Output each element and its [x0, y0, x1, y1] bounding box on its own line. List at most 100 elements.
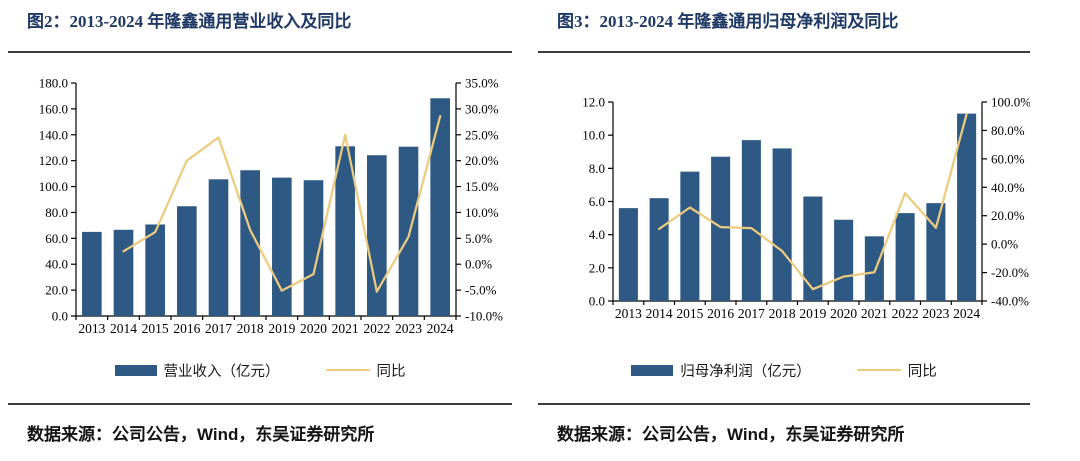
bar-2019 — [272, 177, 292, 316]
figure-3-title: 图3：2013-2024 年隆鑫通用归母净利润及同比 — [557, 12, 899, 31]
figure-2-bottom-divider — [8, 403, 512, 405]
bar-2022 — [895, 213, 915, 301]
bar-2023 — [926, 203, 946, 301]
bar-2013 — [82, 231, 102, 316]
figure-2-title: 图2：2013-2024 年隆鑫通用营业收入及同比 — [27, 12, 352, 31]
year-label: 2018 — [237, 321, 264, 336]
bar-2024 — [957, 113, 977, 301]
bar-2019 — [803, 196, 823, 301]
bar-2014 — [113, 229, 134, 316]
bars — [618, 113, 977, 301]
figure-2-chart-area: 0.0 20.0 40.0 60.0 80.0 100.0 120.0 140.0 160.0 1… — [8, 54, 512, 354]
figure-3-chart-area: 0.0 2.0 4.0 6.0 8.0 10.0 12.0 -40.0% -20.0% 0.0% 2… — [538, 54, 1030, 354]
year-label: 2013 — [78, 321, 105, 336]
right-axis-label: 15.0% — [465, 179, 499, 194]
left-axis-label: 10.0 — [582, 128, 605, 143]
left-axis-label: 4.0 — [589, 227, 605, 242]
right-axis-ticks: -40.0% -20.0% 0.0% 20.0% 40.0% 60.0% 80.0% 100.… — [982, 95, 1030, 309]
right-axis-ticks: -10.0% -5.0% 0.0% 5.0% 10.0% 15.0% 20.0% 25.0% 3… — [456, 76, 503, 324]
year-label: 2015 — [676, 306, 703, 321]
report-figures-row: 图2：2013-2024 年隆鑫通用营业收入及同比 0.0 20.0 40.0 60.… — [8, 0, 1030, 445]
figure-2-revenue-panel: 图2：2013-2024 年隆鑫通用营业收入及同比 0.0 20.0 40.0 60.… — [8, 0, 512, 445]
year-label: 2019 — [268, 321, 295, 336]
year-label: 2021 — [332, 321, 359, 336]
year-label: 2019 — [799, 306, 826, 321]
yoy-line-swatch — [325, 368, 370, 372]
bar-2013 — [618, 208, 638, 301]
bar-2016 — [711, 156, 731, 301]
revenue-bar-swatch — [114, 364, 157, 376]
year-label: 2023 — [922, 306, 949, 321]
right-axis-label: 0.0% — [991, 237, 1018, 252]
figure-2-legend: 营业收入（亿元） 同比 — [8, 358, 512, 382]
revenue-legend-label: 营业收入（亿元） — [163, 363, 280, 380]
year-label: 2017 — [205, 321, 232, 336]
year-label: 2018 — [769, 306, 796, 321]
right-axis-label: 0.0% — [465, 257, 492, 272]
bar-2020 — [834, 219, 854, 301]
right-axis-label: 40.0% — [991, 180, 1025, 195]
revenue-yoy-chart: 0.0 20.0 40.0 60.0 80.0 100.0 120.0 140.0 160.0 1… — [39, 76, 503, 337]
right-axis-label: -20.0% — [991, 265, 1029, 280]
left-axis-label: 12.0 — [582, 95, 605, 110]
bar-2014 — [649, 198, 669, 301]
right-axis-label: -10.0% — [465, 309, 503, 324]
year-label: 2014 — [110, 321, 137, 336]
year-label: 2021 — [861, 306, 888, 321]
bar-2018 — [772, 148, 792, 301]
yoy-legend-label: 同比 — [376, 363, 406, 380]
net-profit-bar-swatch — [631, 364, 674, 376]
yoy-line — [122, 114, 442, 293]
year-label: 2016 — [707, 306, 734, 321]
year-label: 2020 — [300, 321, 327, 336]
bar-2017 — [741, 140, 761, 301]
bars — [82, 98, 450, 316]
bar-2021 — [864, 236, 884, 301]
left-axis-label: 100.0 — [39, 179, 68, 194]
right-axis-label: 100.0% — [991, 95, 1030, 110]
right-axis-label: -5.0% — [465, 283, 497, 298]
year-label: 2013 — [615, 306, 642, 321]
year-label: 2024 — [427, 321, 454, 336]
bar-2020 — [303, 180, 324, 316]
right-axis-label: 10.0% — [465, 205, 499, 220]
yoy-line — [657, 112, 968, 291]
year-label: 2016 — [173, 321, 200, 336]
year-label: 2023 — [395, 321, 422, 336]
left-axis-label: 0.0 — [589, 294, 605, 309]
left-axis-label: 20.0 — [45, 283, 68, 298]
left-axis-label: 160.0 — [39, 101, 68, 116]
year-label: 2020 — [830, 306, 857, 321]
right-axis-label: 20.0% — [991, 208, 1025, 223]
figure-2-source-note: 数据来源：公司公告，Wind，东吴证券研究所 — [27, 425, 375, 444]
right-axis-label: 30.0% — [465, 101, 499, 116]
left-axis-label: 8.0 — [589, 161, 605, 176]
left-axis-label: 40.0 — [45, 257, 68, 272]
x-axis-ticks: 2013 2014 2015 2016 2017 2018 2019 2020 2021 2022… — [612, 301, 983, 321]
figure-3-legend: 归母净利润（亿元） 同比 — [538, 358, 1030, 382]
bar-2015 — [145, 224, 165, 316]
right-axis-label: 60.0% — [991, 151, 1025, 166]
net-profit-legend-label: 归母净利润（亿元） — [680, 363, 811, 380]
left-axis-label: 6.0 — [589, 194, 605, 209]
year-label: 2022 — [892, 306, 919, 321]
right-axis-label: -40.0% — [991, 294, 1029, 309]
left-axis-label: 2.0 — [589, 260, 605, 275]
right-axis-label: 80.0% — [991, 123, 1025, 138]
right-axis-label: 25.0% — [465, 127, 499, 142]
left-axis-ticks: 0.0 2.0 4.0 6.0 8.0 10.0 12.0 — [582, 95, 613, 309]
left-axis-label: 120.0 — [39, 153, 68, 168]
left-axis-label: 0.0 — [52, 309, 68, 324]
bar-2017 — [208, 179, 229, 316]
right-axis-label: 20.0% — [465, 153, 499, 168]
right-axis-label: 35.0% — [465, 76, 499, 91]
left-axis-ticks: 0.0 20.0 40.0 60.0 80.0 100.0 120.0 140.0 160.0 1… — [39, 76, 76, 324]
figure-3-source-note: 数据来源：公司公告，Wind，东吴证券研究所 — [557, 425, 905, 444]
yoy-legend-label: 同比 — [907, 363, 937, 380]
bar-2018 — [240, 170, 260, 316]
year-label: 2014 — [646, 306, 673, 321]
year-label: 2022 — [363, 321, 390, 336]
bar-2021 — [335, 146, 355, 316]
bar-2015 — [680, 171, 700, 301]
yoy-line-swatch — [856, 368, 901, 372]
